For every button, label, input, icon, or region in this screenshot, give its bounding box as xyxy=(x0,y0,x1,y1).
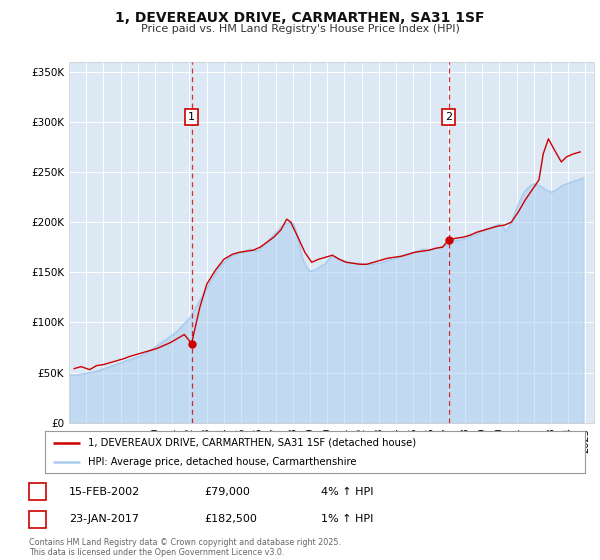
Text: 1: 1 xyxy=(188,112,195,122)
Text: Price paid vs. HM Land Registry's House Price Index (HPI): Price paid vs. HM Land Registry's House … xyxy=(140,24,460,34)
Text: 2: 2 xyxy=(445,112,452,122)
Text: 4% ↑ HPI: 4% ↑ HPI xyxy=(321,487,373,497)
Text: £79,000: £79,000 xyxy=(204,487,250,497)
Text: 2: 2 xyxy=(34,514,41,524)
Text: 1% ↑ HPI: 1% ↑ HPI xyxy=(321,514,373,524)
Text: 1, DEVEREAUX DRIVE, CARMARTHEN, SA31 1SF (detached house): 1, DEVEREAUX DRIVE, CARMARTHEN, SA31 1SF… xyxy=(88,437,416,447)
Text: Contains HM Land Registry data © Crown copyright and database right 2025.
This d: Contains HM Land Registry data © Crown c… xyxy=(29,538,341,557)
Text: 23-JAN-2017: 23-JAN-2017 xyxy=(69,514,139,524)
Text: 1: 1 xyxy=(34,487,41,497)
Text: £182,500: £182,500 xyxy=(204,514,257,524)
Text: HPI: Average price, detached house, Carmarthenshire: HPI: Average price, detached house, Carm… xyxy=(88,457,356,467)
Text: 1, DEVEREAUX DRIVE, CARMARTHEN, SA31 1SF: 1, DEVEREAUX DRIVE, CARMARTHEN, SA31 1SF xyxy=(115,11,485,25)
Text: 15-FEB-2002: 15-FEB-2002 xyxy=(69,487,140,497)
